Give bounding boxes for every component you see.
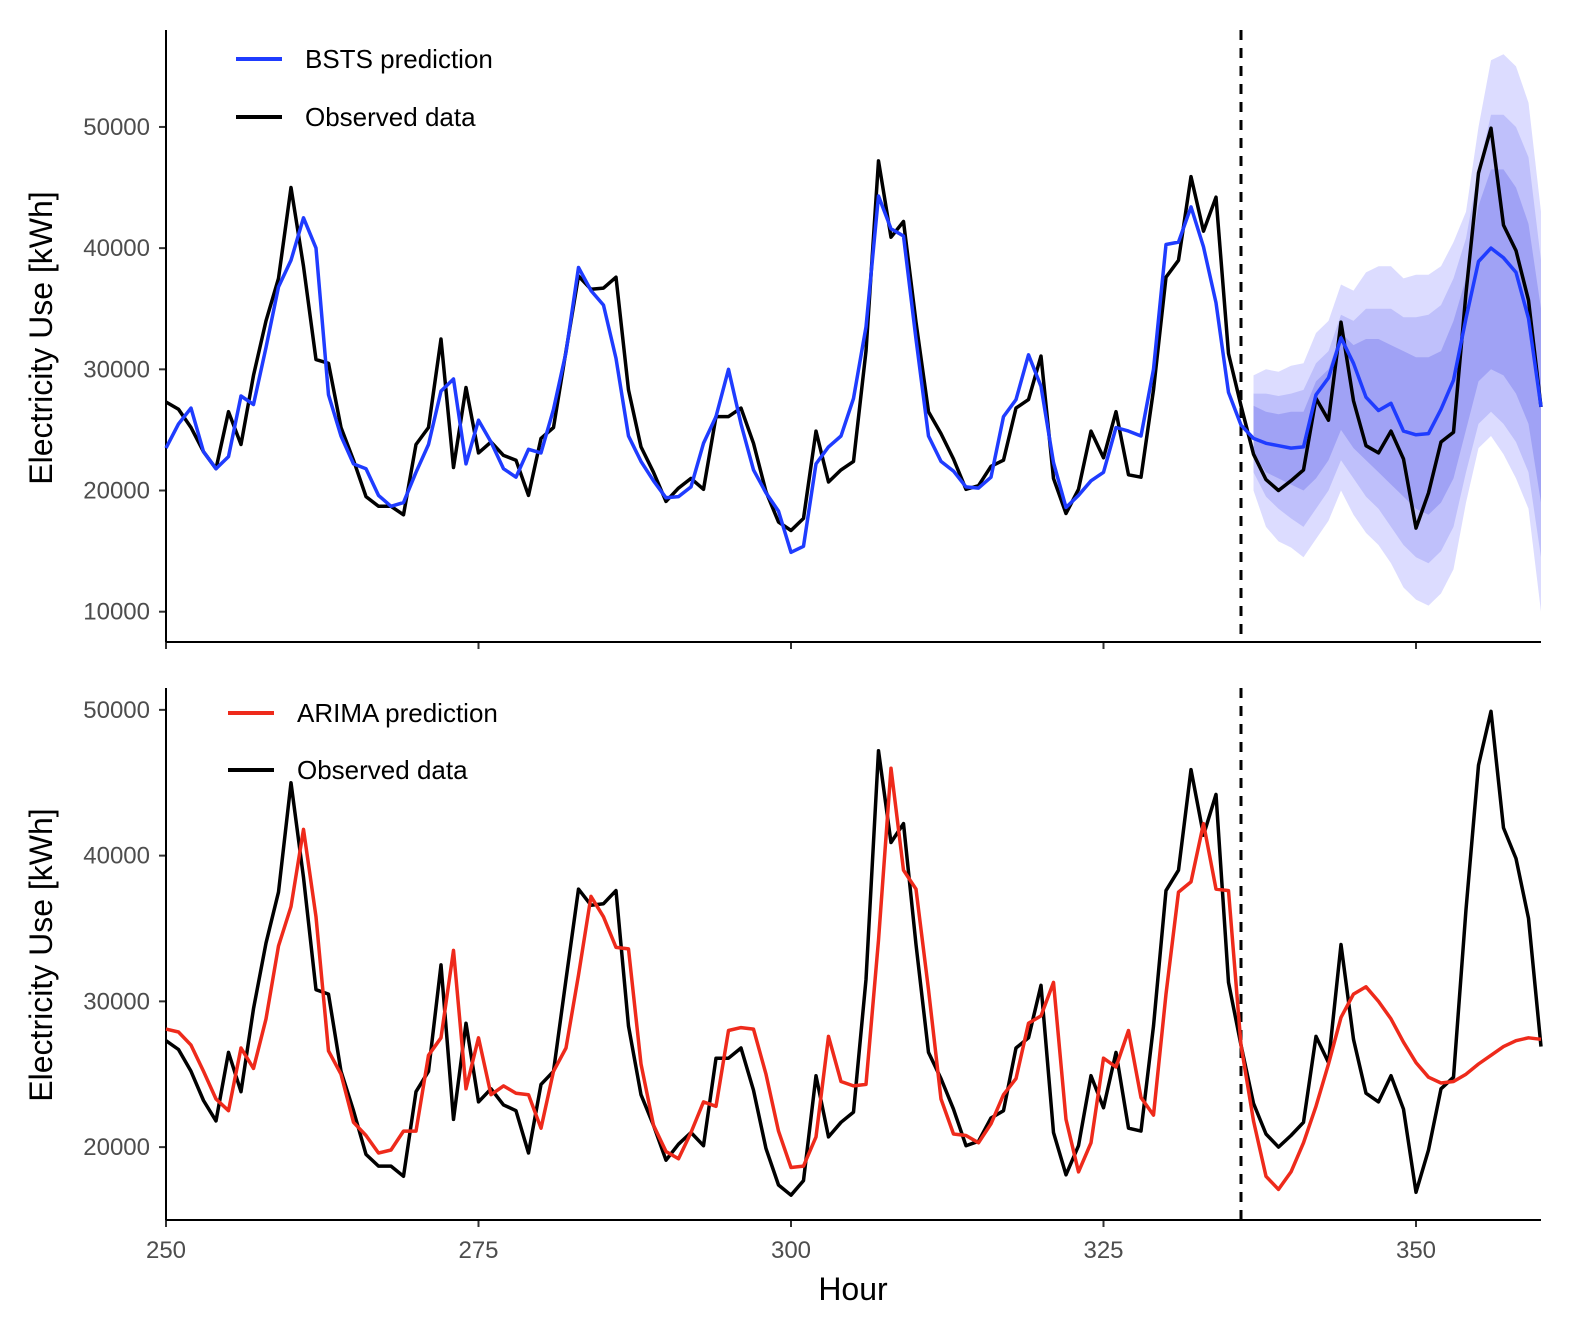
arima-panel: 20000 30000 40000 50000 250 275 300 325 350 Ele… — [23, 688, 1543, 1307]
interval-band-inner — [1253, 169, 1541, 515]
x-tick-label: 275 — [458, 1237, 498, 1264]
x-tick-label: 250 — [146, 1237, 186, 1264]
y-axis-ticks: 10000 20000 30000 40000 50000 — [83, 114, 166, 626]
legend: ARIMA prediction Observed data — [228, 698, 498, 785]
y-tick-label: 30000 — [83, 356, 150, 383]
y-axis-title: Electricity Use [kWh] — [23, 808, 59, 1101]
y-tick-label: 20000 — [83, 478, 150, 505]
x-tick-label: 325 — [1083, 1237, 1123, 1264]
credible-interval-bands — [1253, 54, 1541, 612]
legend-label-bsts: BSTS prediction — [305, 44, 493, 74]
legend-label-observed: Observed data — [297, 755, 468, 785]
y-tick-label: 10000 — [83, 599, 150, 626]
y-tick-label: 20000 — [83, 1134, 150, 1161]
y-tick-label: 50000 — [83, 114, 150, 141]
legend-label-arima: ARIMA prediction — [297, 698, 498, 728]
y-axis-ticks: 20000 30000 40000 50000 — [83, 697, 166, 1161]
y-tick-label: 40000 — [83, 235, 150, 262]
x-tick-label: 350 — [1396, 1237, 1436, 1264]
y-tick-label: 30000 — [83, 988, 150, 1015]
x-tick-label: 300 — [771, 1237, 811, 1264]
y-tick-label: 40000 — [83, 843, 150, 870]
x-axis-ticks: 250 275 300 325 350 — [146, 1220, 1436, 1264]
y-tick-label: 50000 — [83, 697, 150, 724]
bsts-panel: 10000 20000 30000 40000 50000 Electricity Us… — [23, 30, 1543, 649]
arima-prediction-line — [165, 766, 1542, 1192]
bsts-prediction-line — [164, 194, 1543, 555]
y-axis-title: Electricity Use [kWh] — [23, 191, 59, 484]
legend-label-observed: Observed data — [305, 102, 476, 132]
x-axis-ticks — [165, 642, 1417, 649]
observed-data-line — [164, 709, 1543, 1197]
observed-data-line — [165, 126, 1543, 533]
legend: BSTS prediction Observed data — [236, 44, 493, 132]
x-axis-title: Hour — [818, 1271, 888, 1307]
